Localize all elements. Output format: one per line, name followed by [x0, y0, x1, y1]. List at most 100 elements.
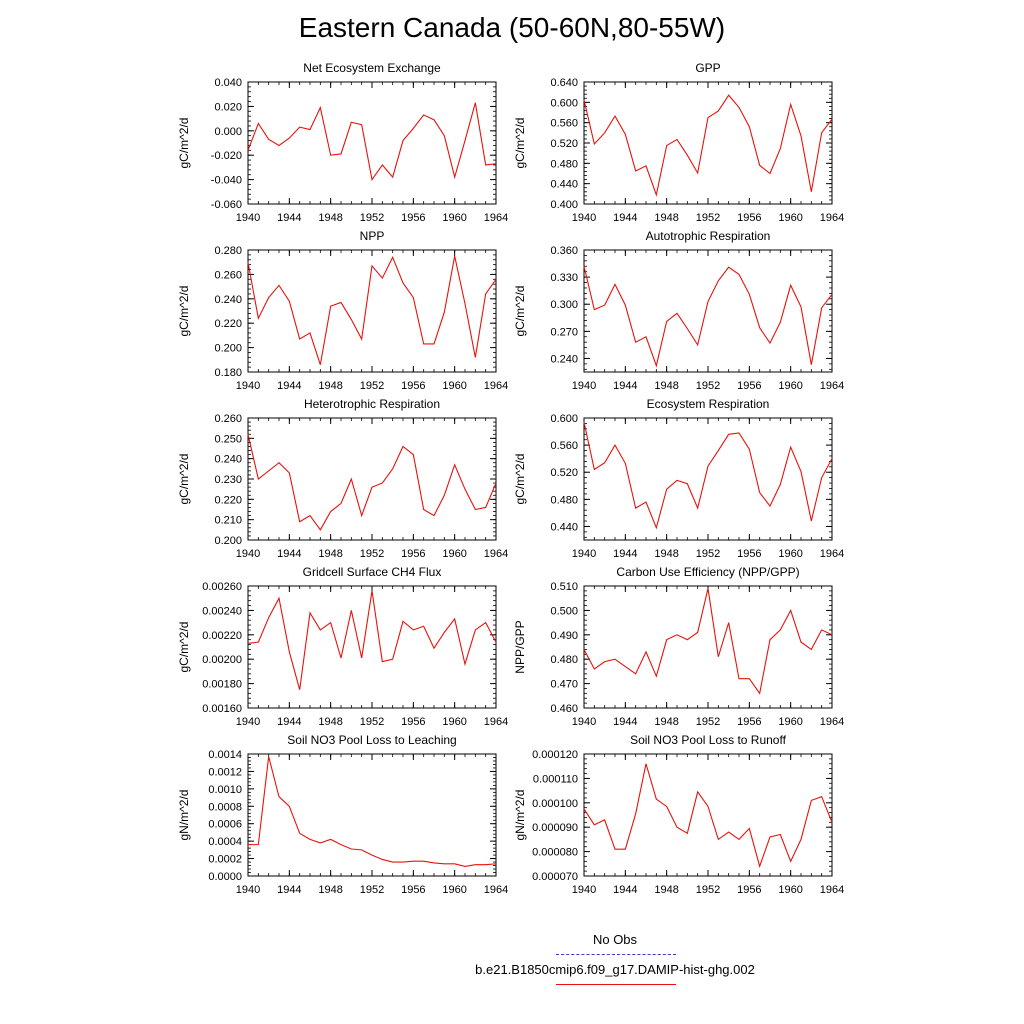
x-tick-label: 1948: [318, 212, 342, 224]
x-tick-label: 1940: [236, 716, 260, 728]
x-tick-label: 1940: [572, 548, 596, 560]
y-axis-label: gC/m^2/d: [177, 286, 191, 337]
y-tick-label: 0.00200: [202, 654, 242, 666]
x-tick-label: 1952: [696, 212, 720, 224]
x-tick-label: 1944: [613, 716, 637, 728]
y-tick-label: 0.020: [214, 101, 242, 113]
panel-npp: 1940 1944 1948 1952 1956 1960 1964 0.180 0.200 0.…: [177, 229, 508, 392]
x-tick-label: 1960: [442, 716, 466, 728]
y-tick-label: 0.220: [214, 494, 242, 506]
panel-net-ecosystem-exchange: 1940 1944 1948 1952 1956 1960 1964 -0.060 -0.040…: [177, 61, 508, 224]
x-tick-label: 1964: [484, 212, 508, 224]
y-tick-label: 0.0004: [208, 836, 242, 848]
panel-soil-no3-pool-loss-to-leaching: 1940 1944 1948 1952 1956 1960 1964 0.0000 0.0002…: [177, 733, 508, 896]
x-tick-label: 1960: [778, 212, 802, 224]
x-tick-label: 1960: [442, 548, 466, 560]
y-tick-label: 0.00220: [202, 630, 242, 642]
y-tick-label: 0.480: [550, 494, 578, 506]
y-tick-label: 0.360: [550, 245, 578, 257]
x-tick-label: 1960: [778, 548, 802, 560]
y-tick-label: 0.240: [214, 294, 242, 306]
series-line-npp: [247, 255, 497, 365]
x-tick-label: 1952: [360, 380, 384, 392]
x-tick-label: 1964: [484, 716, 508, 728]
y-tick-label: 0.640: [550, 77, 578, 89]
panel-title: Carbon Use Efficiency (NPP/GPP): [616, 565, 799, 579]
panel-gridcell-surface-ch4-flux: 1940 1944 1948 1952 1956 1960 1964 0.00160 0.001…: [177, 565, 508, 728]
series-line-heterotrophic-respiration: [247, 434, 497, 531]
y-tick-label: 0.480: [550, 654, 578, 666]
y-tick-label: 0.000070: [532, 871, 578, 883]
y-tick-label: 0.330: [550, 272, 578, 284]
plot-frame: [247, 417, 497, 541]
x-tick-label: 1956: [401, 716, 425, 728]
x-tick-label: 1956: [401, 884, 425, 896]
y-axis-label: gC/m^2/d: [177, 454, 191, 505]
y-tick-label: 0.000120: [532, 749, 578, 761]
plot-frame: [583, 417, 833, 541]
plot-frame: [583, 753, 833, 877]
panel-ecosystem-respiration: 1940 1944 1948 1952 1956 1960 1964 0.440 0.480 0.…: [513, 397, 844, 560]
y-tick-label: 0.250: [214, 433, 242, 445]
series-line-carbon-use-efficiency-npp-gpp: [583, 588, 833, 695]
figure-title: Eastern Canada (50-60N,80-55W): [298, 12, 726, 43]
y-axis-label: gC/m^2/d: [513, 118, 527, 169]
x-tick-label: 1940: [572, 716, 596, 728]
x-tick-label: 1956: [737, 884, 761, 896]
y-tick-label: 0.000080: [532, 847, 578, 859]
series-line-autotrophic-respiration: [583, 266, 833, 368]
x-tick-label: 1956: [737, 212, 761, 224]
panel-title: Ecosystem Respiration: [647, 397, 770, 411]
y-tick-label: 0.520: [550, 467, 578, 479]
y-tick-label: 0.00160: [202, 703, 242, 715]
plot-frame: [583, 249, 833, 373]
x-tick-label: 1948: [654, 212, 678, 224]
y-tick-label: 0.0008: [208, 801, 242, 813]
y-tick-label: 0.500: [550, 605, 578, 617]
x-tick-label: 1948: [654, 884, 678, 896]
y-tick-label: 0.470: [550, 679, 578, 691]
legend-line-model: [556, 984, 676, 985]
x-tick-label: 1948: [318, 716, 342, 728]
x-tick-label: 1964: [820, 716, 844, 728]
y-tick-label: 0.260: [214, 269, 242, 281]
y-tick-label: 0.560: [550, 440, 578, 452]
x-tick-label: 1960: [442, 380, 466, 392]
y-tick-label: 0.260: [214, 413, 242, 425]
y-tick-label: -0.020: [211, 150, 242, 162]
x-tick-label: 1964: [820, 884, 844, 896]
y-axis-label: gN/m^2/d: [177, 790, 191, 841]
x-tick-label: 1940: [572, 884, 596, 896]
x-tick-label: 1940: [236, 212, 260, 224]
x-tick-label: 1944: [277, 548, 301, 560]
x-tick-label: 1956: [737, 716, 761, 728]
x-tick-label: 1952: [696, 548, 720, 560]
y-axis-label: gC/m^2/d: [177, 118, 191, 169]
plot-frame: [583, 585, 833, 709]
y-tick-label: 0.0012: [208, 766, 242, 778]
x-tick-label: 1964: [484, 380, 508, 392]
plot-frame: [247, 585, 497, 709]
x-tick-label: 1956: [737, 548, 761, 560]
x-tick-label: 1940: [236, 380, 260, 392]
y-tick-label: 0.460: [550, 703, 578, 715]
x-tick-label: 1944: [613, 380, 637, 392]
y-tick-label: 0.040: [214, 77, 242, 89]
y-tick-label: 0.600: [550, 97, 578, 109]
y-axis-label: gC/m^2/d: [513, 454, 527, 505]
y-tick-label: 0.000100: [532, 798, 578, 810]
series-line-gpp: [583, 94, 833, 197]
x-tick-label: 1944: [277, 380, 301, 392]
x-tick-label: 1952: [696, 884, 720, 896]
x-tick-label: 1940: [236, 548, 260, 560]
y-tick-label: 0.0006: [208, 819, 242, 831]
panel-gpp: 1940 1944 1948 1952 1956 1960 1964 0.400 0.440 0.…: [513, 61, 844, 224]
x-tick-label: 1964: [820, 212, 844, 224]
x-tick-label: 1948: [318, 548, 342, 560]
series-line-gridcell-surface-ch4-flux: [247, 590, 497, 690]
panel-title: Autotrophic Respiration: [646, 229, 771, 243]
x-tick-label: 1956: [401, 548, 425, 560]
y-tick-label: 0.00240: [202, 605, 242, 617]
y-tick-label: 0.240: [550, 353, 578, 365]
